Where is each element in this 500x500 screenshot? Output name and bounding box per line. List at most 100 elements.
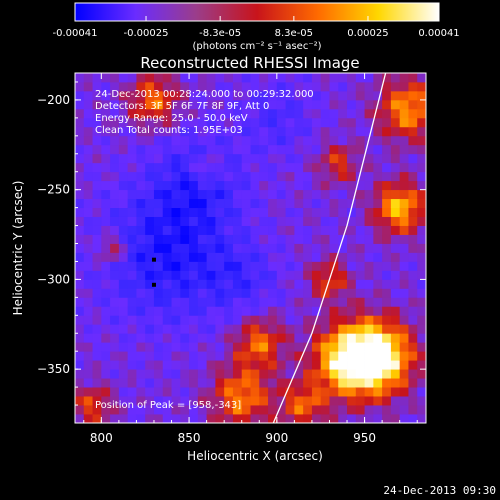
heatmap-cell xyxy=(259,315,269,325)
heatmap-cell xyxy=(390,207,401,217)
heatmap-cell xyxy=(127,90,137,101)
heatmap-cell xyxy=(162,414,172,423)
heatmap-cell xyxy=(320,297,330,307)
heatmap-cell xyxy=(101,171,111,182)
heatmap-cell xyxy=(390,153,401,164)
heatmap-cell xyxy=(329,243,339,253)
heatmap-cell xyxy=(162,351,172,361)
heatmap-cell xyxy=(355,288,365,298)
heatmap-cell xyxy=(364,279,374,289)
heatmap-cell xyxy=(268,315,278,325)
heatmap-cell xyxy=(347,117,357,128)
heatmap-cell xyxy=(171,315,181,325)
heatmap-cell xyxy=(294,378,304,388)
heatmap-cell xyxy=(268,81,278,92)
heatmap-cell xyxy=(224,360,234,370)
heatmap-cell xyxy=(417,73,426,83)
heatmap-cell xyxy=(101,243,111,253)
heatmap-cell xyxy=(101,73,111,83)
heatmap-cell xyxy=(215,396,225,406)
heatmap-cell xyxy=(417,351,426,361)
heatmap-cell xyxy=(390,315,401,325)
heatmap-cell xyxy=(180,99,190,110)
heatmap-cell xyxy=(259,171,269,182)
heatmap-cell xyxy=(241,297,251,307)
y-tick-label: −200 xyxy=(37,93,70,107)
heatmap-cell xyxy=(110,261,120,271)
heatmap-cell xyxy=(110,171,120,182)
heatmap-cell xyxy=(285,234,295,244)
heatmap-cell xyxy=(118,369,129,379)
heatmap-cell xyxy=(303,252,313,262)
heatmap-cell xyxy=(206,207,216,217)
heatmap-cell xyxy=(390,73,401,83)
heatmap-cell xyxy=(153,252,164,262)
heatmap-cell xyxy=(285,162,295,173)
heatmap-cell xyxy=(417,360,426,370)
heatmap-cell xyxy=(408,207,418,217)
heatmap-cell xyxy=(417,243,426,253)
heatmap-cell xyxy=(338,171,348,182)
heatmap-cell xyxy=(338,387,348,397)
x-tick-label: 850 xyxy=(178,431,201,445)
heatmap-cell xyxy=(127,153,137,164)
heatmap-cell xyxy=(259,414,269,423)
heatmap-cell xyxy=(276,315,286,325)
heatmap-cell xyxy=(408,270,418,280)
heatmap-cell xyxy=(364,225,374,235)
heatmap-cell xyxy=(417,153,426,164)
heatmap-cell xyxy=(83,252,93,262)
heatmap-cell xyxy=(285,189,295,200)
heatmap-cell xyxy=(355,198,365,209)
heatmap-cell xyxy=(329,108,339,119)
heatmap-cell xyxy=(75,243,85,253)
heatmap-cell xyxy=(224,126,234,137)
heatmap-cell xyxy=(145,405,155,415)
heatmap-cell xyxy=(373,162,383,173)
heatmap-cell xyxy=(145,90,155,101)
heatmap-cell xyxy=(408,234,418,244)
heatmap-cell xyxy=(408,99,418,110)
heatmap-cell xyxy=(320,90,330,101)
heatmap-cell xyxy=(276,153,286,164)
heatmap-cell xyxy=(320,126,330,137)
heatmap-cell xyxy=(75,261,85,271)
heatmap-cell xyxy=(180,387,190,397)
heatmap-cell xyxy=(276,414,286,423)
heatmap-cell xyxy=(417,135,426,146)
heatmap-cell xyxy=(259,261,269,271)
heatmap-cell xyxy=(408,360,418,370)
heatmap-cell xyxy=(118,117,129,128)
annotation-detectors: Detectors: 3F 5F 6F 7F 8F 9F, Att 0 xyxy=(95,101,269,112)
heatmap-cell xyxy=(320,162,330,173)
heatmap-cell xyxy=(276,117,286,128)
heatmap-cell xyxy=(189,153,199,164)
heatmap-cell xyxy=(189,288,199,298)
heatmap-cell xyxy=(127,117,137,128)
heatmap-cell xyxy=(347,396,357,406)
heatmap-cell xyxy=(390,216,401,226)
heatmap-cell xyxy=(311,90,322,101)
heatmap-cell xyxy=(110,387,120,397)
heatmap-cell xyxy=(268,360,278,370)
heatmap-cell xyxy=(118,414,129,423)
heatmap-cell xyxy=(355,225,365,235)
heatmap-cell xyxy=(92,279,102,289)
heatmap-cell xyxy=(180,153,190,164)
heatmap-cell xyxy=(215,252,225,262)
heatmap-cell xyxy=(268,216,278,226)
heatmap-cell xyxy=(127,99,137,110)
heatmap-cell xyxy=(373,396,383,406)
heatmap-cell xyxy=(259,162,269,173)
heatmap-cell xyxy=(311,234,322,244)
heatmap-cell xyxy=(75,126,85,137)
heatmap-cell xyxy=(276,144,286,155)
heatmap-cell xyxy=(250,144,260,155)
heatmap-cell xyxy=(364,162,374,173)
heatmap-cell xyxy=(338,360,348,370)
heatmap-cell xyxy=(417,225,426,235)
heatmap-cell xyxy=(92,144,102,155)
heatmap-cell xyxy=(320,117,330,128)
heatmap-cell xyxy=(268,90,278,101)
heatmap-cell xyxy=(285,414,295,423)
